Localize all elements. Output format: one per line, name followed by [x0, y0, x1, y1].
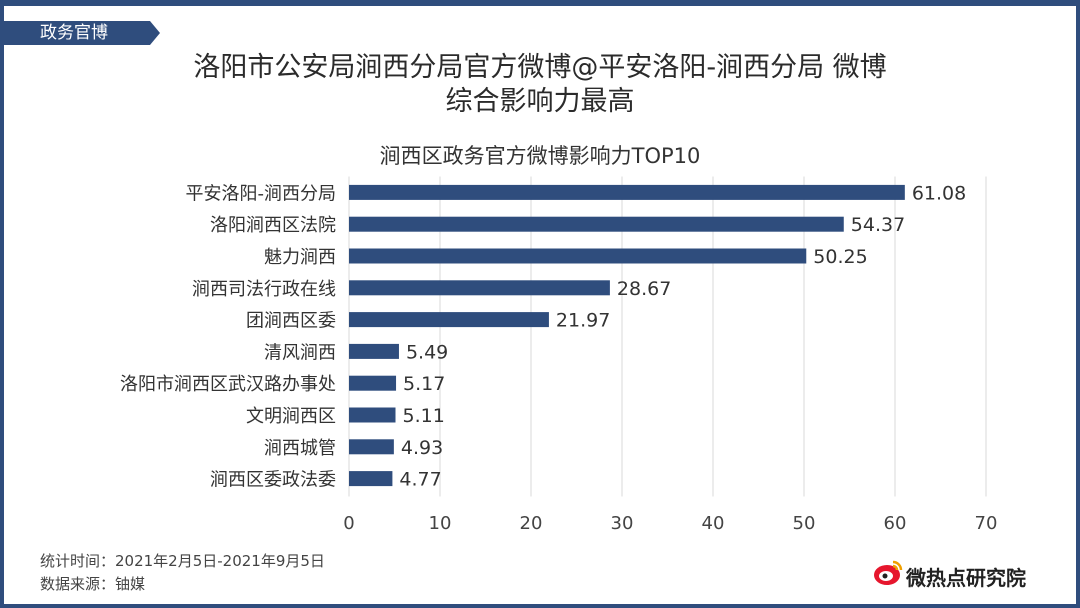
bar: [349, 184, 905, 200]
value-label: 50.25: [813, 246, 867, 268]
value-label: 5.17: [403, 373, 445, 395]
weibo-eye-icon: [874, 560, 903, 585]
category-label: 涧西区委政法委: [210, 470, 336, 491]
x-tick-label: 60: [884, 513, 907, 534]
category-label: 清风涧西: [264, 342, 336, 363]
value-label: 4.93: [401, 437, 443, 459]
section-tag-label: 政务官博: [40, 23, 108, 43]
bar: [349, 280, 610, 296]
x-tick-label: 40: [702, 513, 725, 534]
footer-period: 统计时间：2021年2月5日-2021年9月5日: [40, 552, 325, 570]
bar: [349, 343, 399, 359]
headline-line-1: 洛阳市公安局涧西分局官方微博@平安洛阳-涧西分局 微博: [193, 52, 887, 83]
brand-logo: 微热点研究院: [872, 558, 1062, 590]
x-tick-label: 70: [975, 513, 998, 534]
category-label: 洛阳市涧西区武汉路办事处: [120, 374, 336, 395]
value-label: 61.08: [912, 182, 966, 204]
category-label: 文明涧西区: [246, 406, 336, 427]
bar: [349, 312, 549, 328]
category-label: 魅力涧西: [264, 247, 336, 268]
bar: [349, 216, 844, 232]
category-label: 团涧西区委: [246, 311, 336, 332]
value-label: 21.97: [556, 310, 610, 332]
top-accent-bar: [0, 0, 1080, 6]
value-label: 54.37: [851, 214, 905, 236]
x-tick-label: 20: [520, 513, 543, 534]
value-label: 5.11: [403, 405, 445, 427]
bar: [349, 407, 396, 423]
bar: [349, 375, 397, 391]
value-label: 28.67: [617, 278, 671, 300]
value-label: 5.49: [406, 341, 448, 363]
section-tag: 政务官博: [0, 21, 160, 45]
x-tick-label: 10: [429, 513, 452, 534]
chart-title: 涧西区政务官方微博影响力TOP10: [379, 144, 701, 168]
category-label: 平安洛阳-涧西分局: [186, 183, 337, 204]
category-label: 涧西城管: [264, 438, 336, 459]
bar: [349, 248, 807, 264]
value-label: 4.77: [399, 469, 441, 491]
category-label: 涧西司法行政在线: [192, 279, 336, 300]
x-tick-label: 30: [611, 513, 634, 534]
headline-line-2: 综合影响力最高: [445, 86, 635, 117]
x-tick-label: 50: [793, 513, 816, 534]
bar: [349, 471, 393, 487]
bar: [349, 439, 394, 455]
x-tick-label: 0: [343, 513, 354, 534]
footer-source: 数据来源：铀媒: [40, 575, 146, 593]
brand-logo-text: 微热点研究院: [906, 566, 1026, 590]
category-label: 洛阳涧西区法院: [210, 215, 336, 236]
